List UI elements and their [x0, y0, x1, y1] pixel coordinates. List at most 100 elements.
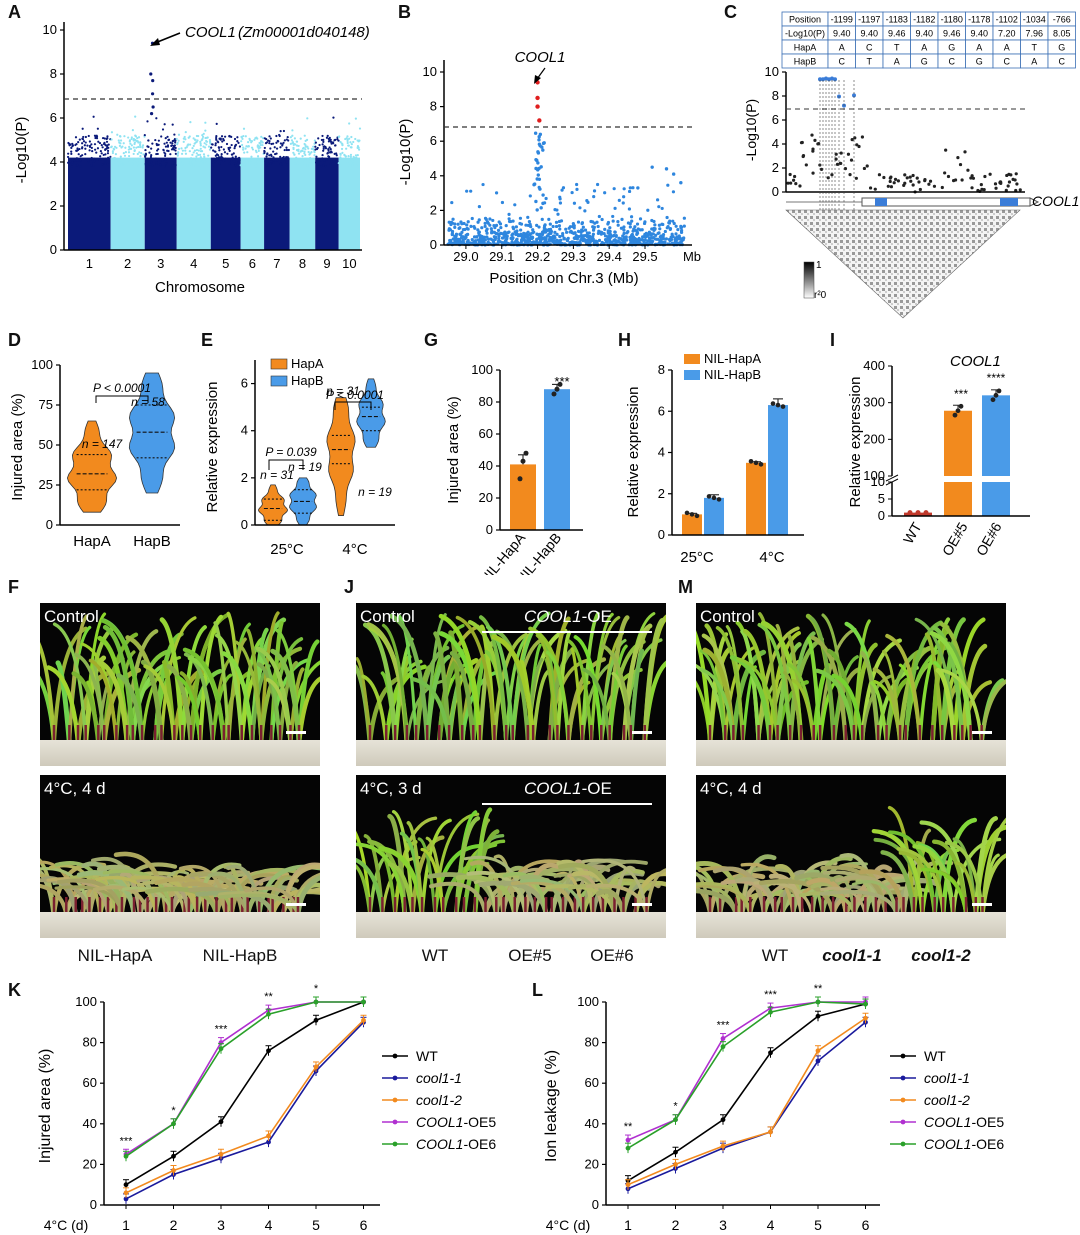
snp-point — [215, 156, 219, 160]
snp-point — [283, 160, 286, 164]
snp-point — [877, 173, 882, 177]
snp-point — [963, 150, 967, 154]
panel-g: G 0 20 40 60 80 100 Injured area (%) NIL-HapA… — [418, 330, 590, 575]
snp-point — [175, 137, 178, 141]
seedlings-wilted — [356, 807, 666, 918]
snp-point — [244, 135, 247, 138]
leaf — [46, 665, 81, 746]
x-tick-label: 1 — [122, 1217, 130, 1233]
snp-point — [263, 150, 266, 153]
snp-point — [67, 152, 70, 155]
snp-point — [548, 222, 552, 226]
snp-point — [299, 161, 302, 165]
snp-point — [130, 144, 134, 147]
snp-point — [327, 149, 330, 152]
snp-point — [311, 148, 315, 151]
snp-point — [578, 241, 582, 245]
leaf — [52, 622, 88, 745]
snp-point — [113, 156, 116, 160]
leaf — [424, 654, 451, 746]
snp-point — [466, 238, 470, 243]
snp-point — [87, 160, 90, 164]
leaf — [214, 633, 244, 745]
snp-point — [279, 162, 282, 165]
snp-point — [804, 163, 808, 167]
snp-point — [539, 206, 543, 210]
photo-m-control: Control — [696, 603, 1006, 766]
snp-point — [547, 217, 551, 221]
snp-point — [538, 132, 543, 137]
y-tick-label: 8 — [658, 362, 665, 377]
snp-point — [626, 229, 630, 234]
snp-point — [329, 140, 333, 143]
scale-bar — [632, 731, 652, 734]
y-axis-label: Injured area (%) — [445, 396, 462, 504]
leaf — [229, 873, 283, 917]
snp-point — [354, 164, 358, 167]
snp-point — [159, 163, 162, 166]
snp-point — [499, 225, 503, 230]
snp-point — [674, 239, 678, 243]
legend-label: cool1-1 — [416, 1070, 462, 1086]
snp-point — [133, 149, 136, 152]
snp-point — [332, 116, 335, 119]
snp-point — [201, 135, 205, 138]
snp-point — [614, 240, 618, 244]
data-point — [123, 1196, 129, 1202]
snp-point — [326, 134, 329, 137]
leaf — [557, 862, 617, 918]
legend-label: NIL-HapA — [704, 351, 761, 366]
y-tick-label: 25 — [39, 477, 53, 492]
snp-point — [526, 215, 530, 219]
snp-point — [650, 165, 654, 169]
snp-point — [335, 154, 338, 157]
snp-point — [313, 139, 316, 142]
snp-point — [470, 216, 474, 221]
snp-point — [279, 146, 282, 149]
snp-point — [308, 153, 311, 156]
snp-point — [88, 145, 92, 148]
snp-point — [946, 174, 951, 179]
snp-point — [112, 147, 115, 150]
snp-point — [469, 189, 473, 193]
snp-point — [611, 219, 615, 223]
snp-point — [522, 231, 526, 235]
snp-point — [205, 139, 208, 143]
snp-point — [834, 152, 838, 156]
snp-point — [855, 143, 859, 147]
snp-point — [217, 156, 221, 159]
snp-point — [660, 206, 664, 211]
bar — [682, 514, 702, 535]
leaf — [809, 616, 836, 745]
snp-point — [970, 186, 974, 190]
snp-point — [90, 156, 93, 160]
snp-point — [547, 232, 551, 236]
chromosome-label: 1 — [86, 256, 93, 271]
snp-point — [286, 162, 289, 166]
photo-j-cold: 4°C, 3 d COOL1-OE — [356, 775, 666, 938]
snp-point — [628, 186, 632, 190]
leaf — [180, 625, 207, 746]
snp-point — [119, 160, 123, 164]
snp-point — [507, 212, 511, 217]
snp-point — [518, 216, 523, 220]
snp-point — [289, 136, 292, 139]
table-cell — [1047, 53, 1076, 69]
snp-point — [966, 168, 970, 172]
snp-point — [322, 147, 325, 150]
snp-point — [603, 191, 607, 195]
snp-point — [621, 234, 625, 238]
snp-point — [357, 139, 360, 142]
snp-point — [486, 237, 491, 241]
snp-point — [269, 147, 272, 150]
series-line — [125, 1019, 365, 1194]
snp-point — [114, 153, 118, 156]
snp-point — [888, 176, 892, 180]
snp-point — [258, 141, 261, 145]
snp-point — [275, 147, 279, 150]
leaf — [851, 880, 899, 917]
snp-point — [92, 164, 95, 168]
table-cell-text: 9.40 — [860, 29, 878, 39]
snp-point — [146, 145, 149, 148]
